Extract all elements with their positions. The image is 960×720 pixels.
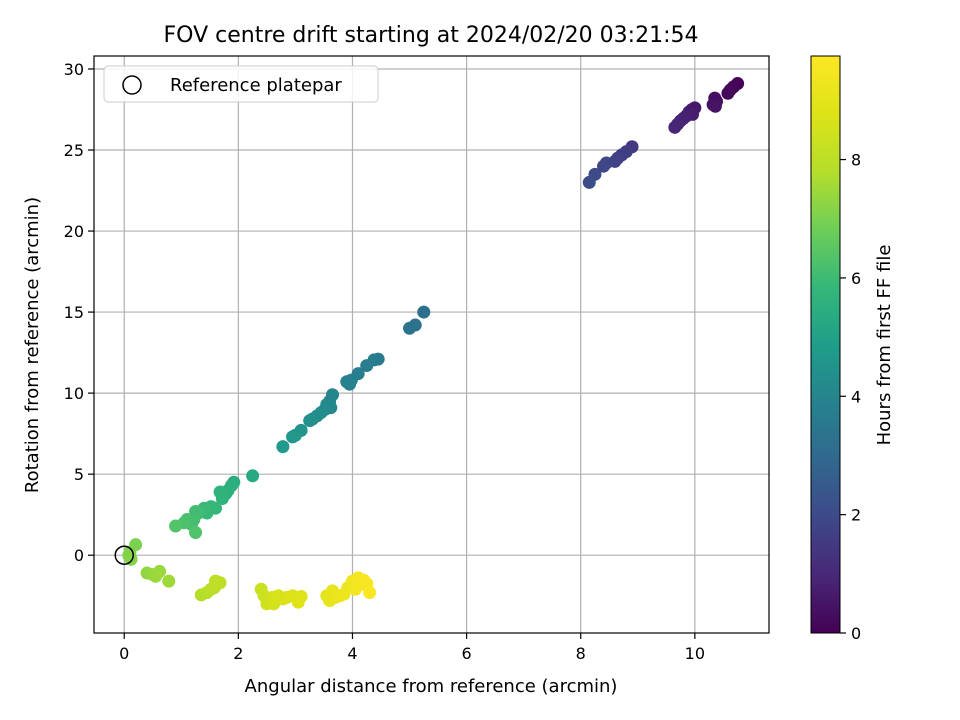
y-tick-label: 20 [64,222,84,241]
data-point [213,576,227,590]
legend-box [103,65,379,103]
data-point [189,526,203,540]
data-point [124,552,138,566]
data-point [403,321,417,335]
data-point [417,305,431,319]
data-point [276,440,290,454]
data-point [246,469,260,483]
data-point [286,430,300,444]
data-point [343,377,357,391]
colorbar-tick-label: 8 [851,151,861,170]
y-axis-label: Rotation from reference (arcmin) [22,197,43,493]
x-tick-label: 6 [461,644,471,663]
colorbar-tick-label: 6 [851,269,861,288]
colorbar-ticks: 0 2 4 6 8 [840,151,861,643]
data-point [708,99,722,113]
data-point [169,519,183,533]
data-point [363,585,377,599]
colorbar-tick-label: 4 [851,387,861,406]
x-axis-label: Angular distance from reference (arcmin) [245,676,618,697]
x-tick-label: 4 [347,644,357,663]
y-tick-label: 30 [64,60,84,79]
data-point [303,414,317,428]
colorbar-tick-label: 2 [851,506,861,525]
colorbar-label: Hours from first FF file [874,245,895,446]
colorbar-tick-label: 0 [851,624,861,643]
data-point [149,569,163,583]
data-point [597,159,611,173]
y-axis-ticks: 0 5 10 15 20 25 30 [64,60,94,565]
x-tick-label: 10 [685,644,705,663]
legend: Reference platepar [103,65,379,103]
data-point [294,590,308,604]
x-tick-label: 8 [576,644,586,663]
grid-lines [94,56,769,633]
y-tick-label: 10 [64,384,84,403]
data-point [721,86,735,100]
legend-label-reference: Reference platepar [170,75,342,96]
colorbar: 0 2 4 6 8 Hours from first FF file [810,55,895,643]
x-tick-label: 2 [233,644,243,663]
plot-frame [93,55,770,634]
data-points [122,77,745,611]
x-tick-label: 0 [119,644,129,663]
data-point [360,359,374,373]
colorbar-gradient [810,55,841,634]
y-tick-label: 25 [64,141,84,160]
y-tick-label: 15 [64,303,84,322]
data-point [582,175,596,189]
data-point [668,120,682,134]
data-point [162,574,176,588]
chart-title: FOV centre drift starting at 2024/02/20 … [164,23,699,48]
y-tick-label: 0 [74,546,84,565]
reference-platepar-marker [114,545,134,565]
y-tick-label: 5 [74,465,84,484]
data-point [213,485,227,499]
legend-reference-marker [122,75,142,95]
x-axis-ticks: 0 2 4 6 8 10 [119,633,705,663]
